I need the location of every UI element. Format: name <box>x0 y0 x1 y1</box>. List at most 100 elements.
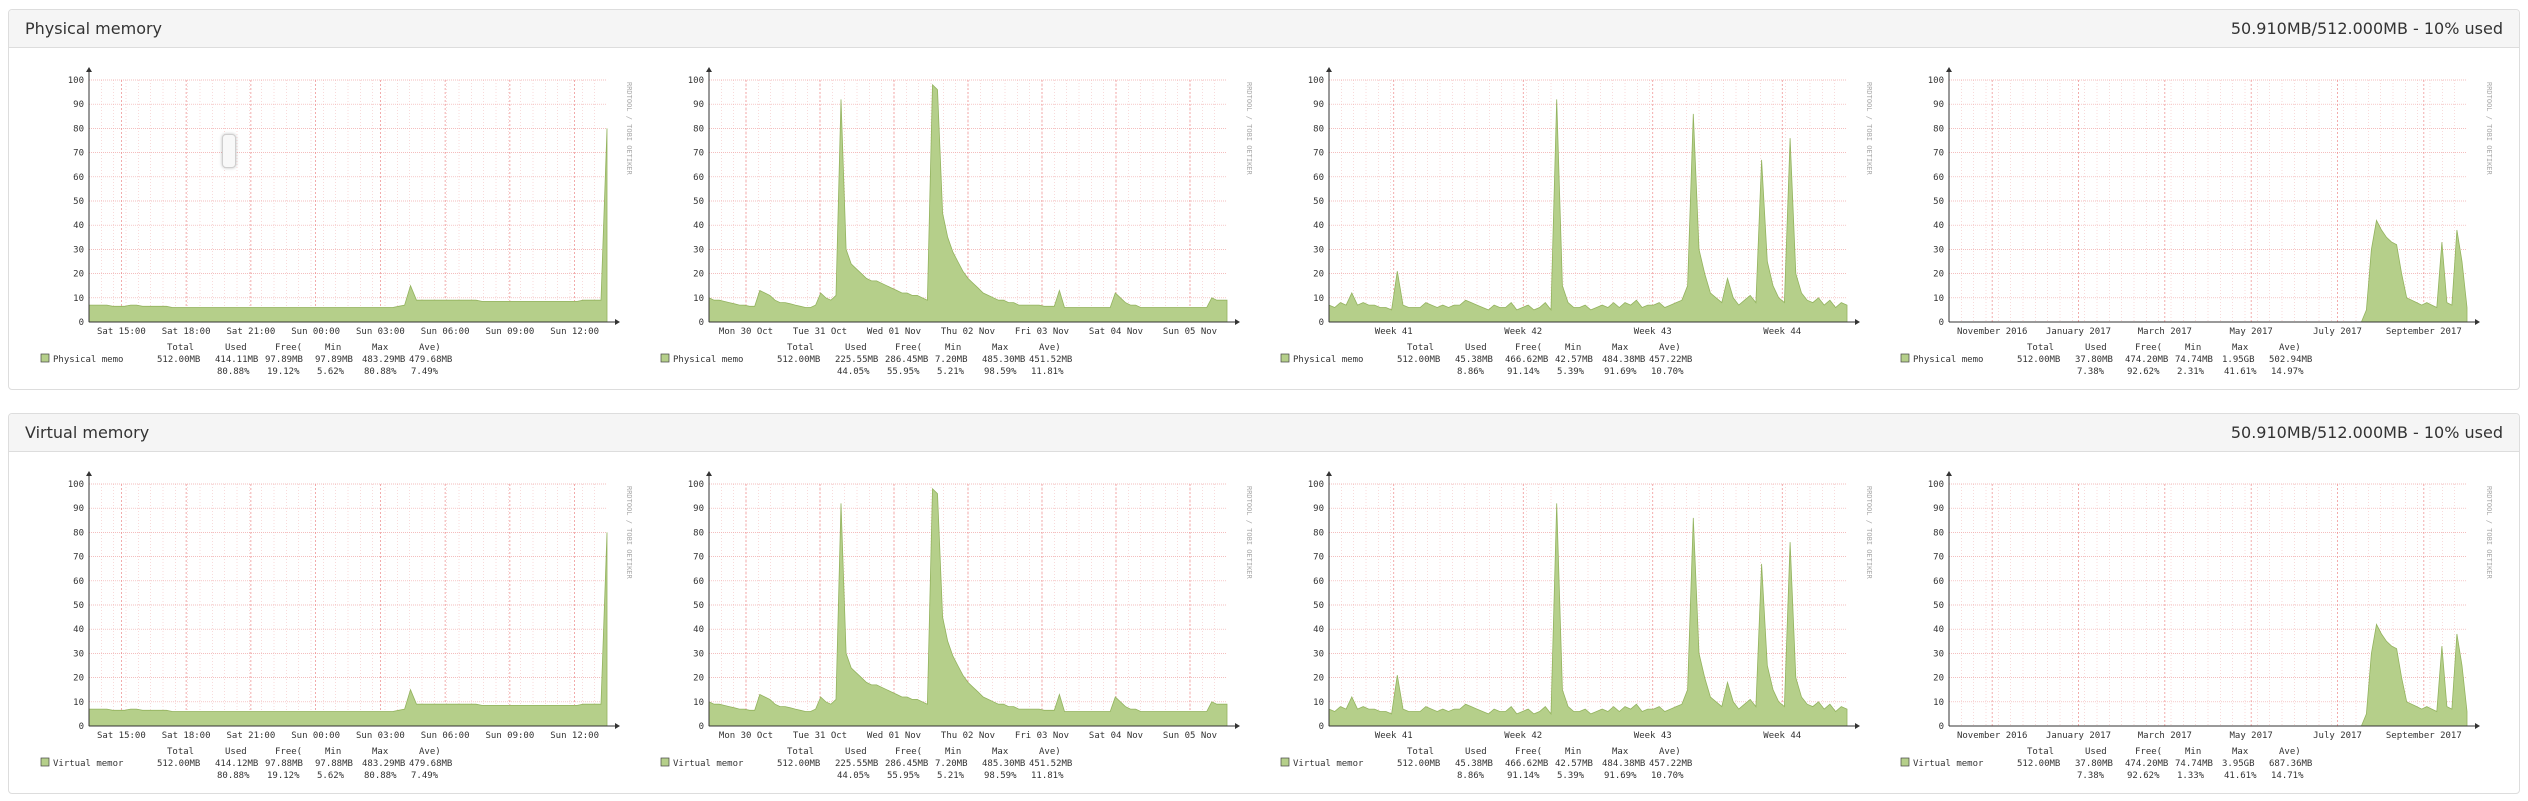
legend-value: 512.00MB <box>777 355 820 365</box>
legend-value: 286.45MB <box>885 355 928 365</box>
drag-handle[interactable] <box>222 134 236 168</box>
y-tick-label: 40 <box>1313 625 1324 635</box>
graph-week: 0 10 20 30 40 50 60 70 80 90 100 Mon 30 Oct Tue 31 O… <box>660 471 1253 781</box>
legend-header: Total <box>787 343 814 353</box>
x-tick-label: Sun 06:00 <box>421 731 470 741</box>
y-tick-label: 30 <box>693 245 704 255</box>
y-tick-label: 70 <box>1933 149 1944 159</box>
y-tick-label: 80 <box>73 528 84 538</box>
series-area <box>1328 503 1848 727</box>
legend-value: 512.00MB <box>777 759 820 769</box>
legend-header: Free( <box>2135 747 2162 757</box>
legend-percent: 91.14% <box>1507 771 1540 781</box>
y-tick-label: 40 <box>73 221 84 231</box>
y-tick-label: 50 <box>73 197 84 207</box>
y-tick-label: 20 <box>1933 674 1944 684</box>
legend-header: Total <box>2027 343 2054 353</box>
x-tick-label: Thu 02 Nov <box>941 327 995 337</box>
usage-summary: 50.910MB/512.000MB - 10% used <box>2230 423 2503 442</box>
legend-percent: 91.69% <box>1604 771 1637 781</box>
y-tick-label: 0 <box>1319 722 1324 732</box>
graph-row: 0 10 20 30 40 50 60 70 80 90 100 Sat 15:00 Sat 18:00… <box>9 452 2519 792</box>
y-tick-label: 90 <box>1313 100 1324 110</box>
x-tick-label: September 2017 <box>2386 327 2462 337</box>
legend-value: 286.45MB <box>885 759 928 769</box>
series-area <box>1949 623 2468 727</box>
y-axis-arrow <box>86 471 92 476</box>
y-tick-label: 70 <box>73 553 84 563</box>
legend-percent: 8.86% <box>1457 367 1485 377</box>
legend-percent: 11.81% <box>1031 771 1064 781</box>
legend-header: Ave) <box>1659 747 1681 757</box>
x-tick-label: Mon 30 Oct <box>719 731 773 741</box>
y-tick-label: 0 <box>1319 318 1324 328</box>
legend-percent: 19.12% <box>267 771 300 781</box>
legend-header: Max <box>372 747 389 757</box>
rrdtool-watermark: RRDTOOL / TOBI OETIKER <box>625 486 633 580</box>
x-tick-label: July 2017 <box>2313 731 2362 741</box>
legend-header: Used <box>1465 343 1487 353</box>
y-tick-label: 100 <box>1308 480 1324 490</box>
y-tick-label: 60 <box>73 173 84 183</box>
x-axis-arrow <box>1235 723 1240 729</box>
legend-header: Max <box>992 747 1009 757</box>
rrdtool-watermark: RRDTOOL / TOBI OETIKER <box>625 82 633 176</box>
legend-percent: 5.21% <box>937 367 965 377</box>
legend-value: 483.29MB <box>362 355 405 365</box>
legend-value: 512.00MB <box>1397 355 1440 365</box>
legend-value: 42.57MB <box>1555 759 1593 769</box>
legend-value: 512.00MB <box>1397 759 1440 769</box>
y-tick-label: 80 <box>693 124 704 134</box>
legend-value: 42.57MB <box>1555 355 1593 365</box>
legend-header: Ave) <box>1039 747 1061 757</box>
legend-value: 7.20MB <box>935 759 968 769</box>
y-tick-label: 0 <box>699 318 704 328</box>
legend-percent: 5.39% <box>1557 771 1585 781</box>
y-tick-label: 90 <box>693 100 704 110</box>
y-tick-label: 90 <box>1313 504 1324 514</box>
legend-value: 97.88MB <box>315 759 353 769</box>
y-tick-label: 20 <box>1313 270 1324 280</box>
legend-header: Total <box>787 747 814 757</box>
x-tick-label: Fri 03 Nov <box>1015 327 1069 337</box>
y-tick-label: 30 <box>1313 245 1324 255</box>
x-tick-label: Sun 09:00 <box>485 731 534 741</box>
y-tick-label: 50 <box>1313 197 1324 207</box>
x-axis-arrow <box>2475 723 2480 729</box>
legend-value: 466.62MB <box>1505 759 1548 769</box>
y-tick-label: 60 <box>693 173 704 183</box>
series-area <box>88 128 608 323</box>
legend-percent: 5.21% <box>937 771 965 781</box>
rrdtool-watermark: RRDTOOL / TOBI OETIKER <box>2485 82 2493 176</box>
legend-header: Used <box>845 747 867 757</box>
legend-percent: 55.95% <box>887 771 920 781</box>
legend-value: 512.00MB <box>2017 759 2060 769</box>
legend-value: 225.55MB <box>835 759 878 769</box>
legend-header: Used <box>2085 747 2107 757</box>
y-tick-label: 10 <box>73 294 84 304</box>
x-tick-label: Sun 09:00 <box>485 327 534 337</box>
legend-header: Ave) <box>419 747 441 757</box>
x-tick-label: Sat 18:00 <box>162 731 211 741</box>
legend-header: Min <box>945 343 961 353</box>
x-tick-label: Sun 03:00 <box>356 731 405 741</box>
legend-percent: 8.86% <box>1457 771 1485 781</box>
legend-swatch <box>660 353 670 363</box>
x-tick-label: Week 43 <box>1634 731 1672 741</box>
y-tick-label: 70 <box>1313 149 1324 159</box>
x-tick-label: Sat 21:00 <box>226 731 275 741</box>
x-tick-label: Sun 03:00 <box>356 327 405 337</box>
legend-header: Free( <box>895 343 922 353</box>
panel-title: Virtual memory <box>25 423 150 442</box>
x-tick-label: Sat 21:00 <box>226 327 275 337</box>
legend-header: Ave) <box>1039 343 1061 353</box>
legend-value: 485.30MB <box>982 759 1025 769</box>
y-axis-arrow <box>1946 471 1952 476</box>
graph-week: 0 10 20 30 40 50 60 70 80 90 100 Mon 30 Oct Tue 31 O… <box>660 67 1253 377</box>
graph-day: 0 10 20 30 40 50 60 70 80 90 100 Sat 15:00 Sat 18:00… <box>40 471 633 781</box>
legend-header: Ave) <box>419 343 441 353</box>
y-tick-label: 30 <box>73 649 84 659</box>
y-tick-label: 30 <box>1313 649 1324 659</box>
legend-series-name: Virtual memor <box>1293 759 1364 769</box>
legend-header: Max <box>1612 747 1629 757</box>
